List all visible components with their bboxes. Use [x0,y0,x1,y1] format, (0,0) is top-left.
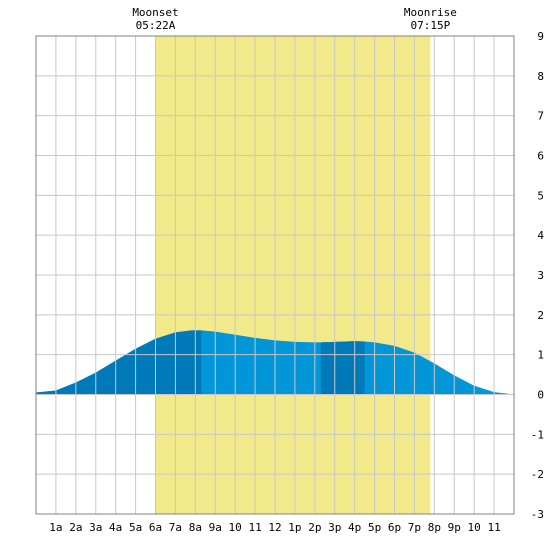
x-axis-tick-labels: 1a 2a 3a 4a 5a 6a 7a 8a 9a 10 11 12 1p 2p 3p 4p 5p 6p 7p 8p… [49,521,500,534]
moonrise-label: Moonrise [404,6,457,19]
moonset-time: 05:22A [136,19,176,32]
moon-annotations: Moonset 05:22A Moonrise 07:15P [132,6,457,32]
x-tick-label: 9p [448,521,461,534]
y-tick-label: 3 [537,269,544,282]
y-tick-label: 4 [537,229,544,242]
x-tick-label: 7a [169,521,182,534]
x-tick-label: 6a [149,521,162,534]
x-tick-label: 3a [89,521,102,534]
plot-frame [35,35,515,515]
x-tick-label: 6p [388,521,401,534]
y-tick-label: -2 [531,468,544,481]
y-tick-label: 0 [537,389,544,402]
x-tick-label: 3p [328,521,341,534]
x-tick-label: 4a [109,521,122,534]
x-tick-label: 2a [69,521,82,534]
x-tick-label: 11 [248,521,261,534]
x-tick-label: 12 [268,521,281,534]
y-tick-label: -1 [531,428,544,441]
x-tick-label: 7p [408,521,421,534]
y-tick-label: 9 [537,30,544,43]
tide-area-dark-2 [320,341,365,395]
moonset-label: Moonset [132,6,178,19]
tide-area-dark-1 [36,330,202,395]
x-tick-label: 9a [209,521,222,534]
x-tick-label: 2p [308,521,321,534]
grid-lines [36,35,514,515]
y-tick-label: 1 [537,349,544,362]
y-tick-label: 6 [537,150,544,163]
y-tick-label: 8 [537,70,544,83]
x-tick-label: 4p [348,521,361,534]
x-tick-label: 5a [129,521,142,534]
moonrise-time: 07:15P [410,19,450,32]
x-tick-label: 1a [49,521,62,534]
y-tick-label: 2 [537,309,544,322]
x-tick-label: 8p [428,521,441,534]
x-tick-label: 8a [189,521,202,534]
y-axis-tick-labels: -3 -2 -1 0 1 2 3 4 5 6 7 8 9 [531,30,545,521]
y-tick-label: 5 [537,189,544,202]
y-tick-label: 7 [537,110,544,123]
x-tick-label: 11 [487,521,500,534]
y-tick-label: -3 [531,508,544,521]
x-tick-label: 5p [368,521,381,534]
x-tick-label: 10 [468,521,481,534]
x-tick-label: 10 [229,521,242,534]
x-tick-label: 1p [288,521,301,534]
